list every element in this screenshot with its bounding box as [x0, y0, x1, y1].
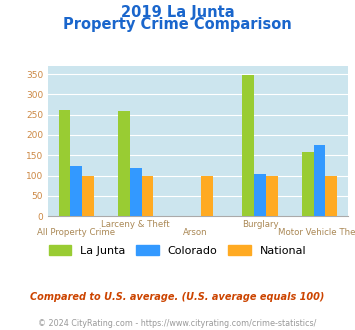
Text: Compared to U.S. average. (U.S. average equals 100): Compared to U.S. average. (U.S. average …: [30, 292, 325, 302]
Bar: [266, 176, 278, 216]
Text: Motor Vehicle Theft: Motor Vehicle Theft: [278, 228, 355, 237]
Bar: [242, 75, 254, 216]
Bar: [201, 176, 213, 216]
Bar: [302, 152, 313, 216]
Bar: [130, 168, 142, 216]
Bar: [59, 110, 70, 216]
Bar: [313, 145, 326, 216]
Text: © 2024 CityRating.com - https://www.cityrating.com/crime-statistics/: © 2024 CityRating.com - https://www.city…: [38, 319, 317, 328]
Bar: [254, 174, 266, 216]
Text: 2019 La Junta: 2019 La Junta: [121, 5, 234, 20]
Bar: [70, 166, 82, 216]
Bar: [326, 176, 337, 216]
Text: Larceny & Theft: Larceny & Theft: [101, 220, 170, 229]
Text: Arson: Arson: [182, 228, 207, 237]
Text: Burglary: Burglary: [242, 220, 278, 229]
Bar: [118, 111, 130, 216]
Bar: [142, 176, 153, 216]
Text: All Property Crime: All Property Crime: [37, 228, 115, 237]
Legend: La Junta, Colorado, National: La Junta, Colorado, National: [44, 240, 311, 260]
Bar: [82, 176, 94, 216]
Text: Property Crime Comparison: Property Crime Comparison: [63, 16, 292, 31]
